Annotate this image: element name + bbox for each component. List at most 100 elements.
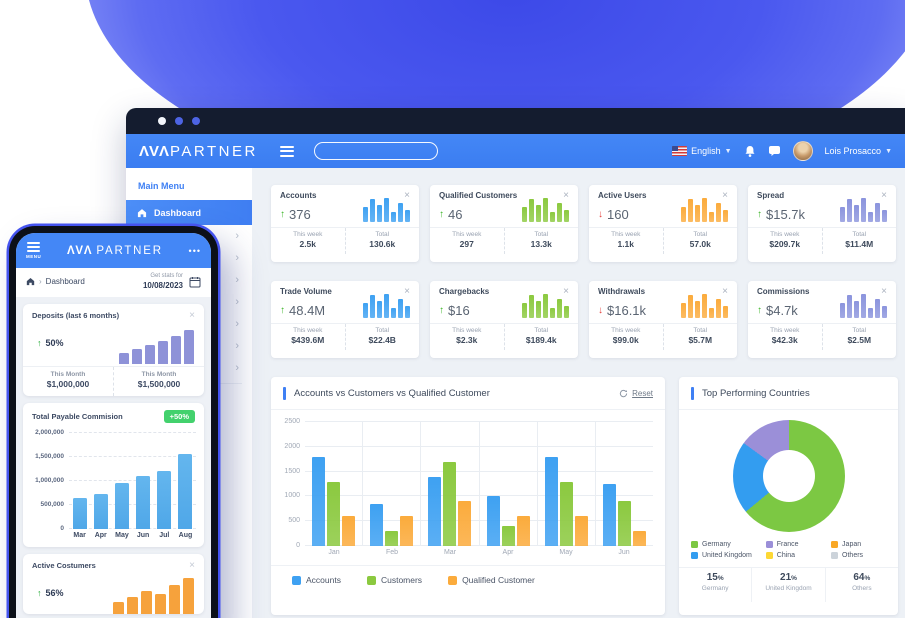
chat-icon[interactable] bbox=[768, 145, 781, 157]
sparkline-bar bbox=[113, 601, 124, 614]
search-input[interactable] bbox=[313, 142, 438, 160]
x-tick-label: Feb bbox=[385, 549, 399, 556]
phone-app-header: MENU ΛVΛ PARTNER ••• bbox=[16, 233, 211, 268]
total-value: $5.7M bbox=[688, 335, 713, 345]
chart-bar[interactable] bbox=[574, 516, 588, 546]
chart-bar[interactable] bbox=[516, 516, 530, 546]
window-control-dot[interactable] bbox=[175, 117, 183, 125]
chart-bar[interactable] bbox=[93, 493, 108, 529]
legend-item[interactable]: Customers bbox=[366, 575, 422, 585]
sidebar-item-collapsed[interactable]: › bbox=[235, 318, 239, 330]
legend-item[interactable]: Accounts bbox=[292, 575, 341, 585]
chart-bar[interactable] bbox=[443, 462, 457, 546]
notifications-bell-icon[interactable] bbox=[744, 145, 756, 158]
chart-bar[interactable] bbox=[632, 531, 646, 546]
x-tick-label: Jun bbox=[618, 549, 630, 556]
sparkline-bar bbox=[384, 294, 389, 318]
chart-bar[interactable] bbox=[136, 475, 151, 529]
language-selector[interactable]: English ▼ bbox=[672, 146, 732, 156]
sparkline-bar bbox=[377, 205, 382, 222]
chart-bar[interactable] bbox=[602, 484, 616, 546]
sparkline-bar bbox=[184, 329, 194, 364]
sidebar-item-collapsed[interactable]: › bbox=[235, 296, 239, 308]
chart-bar[interactable] bbox=[428, 477, 442, 546]
stat-card-title: Withdrawals bbox=[598, 287, 646, 296]
chart-bar[interactable] bbox=[385, 531, 399, 546]
x-tick-label: May bbox=[559, 549, 573, 556]
legend-item[interactable]: Japan bbox=[831, 541, 888, 548]
user-menu[interactable]: Lois Prosacco ▼ bbox=[825, 146, 892, 156]
sparkline-bar bbox=[377, 301, 382, 318]
close-icon[interactable]: × bbox=[881, 285, 887, 297]
close-icon[interactable]: × bbox=[404, 189, 410, 201]
chart-bar[interactable] bbox=[72, 497, 87, 529]
sparkline-bar bbox=[119, 352, 129, 364]
breadcrumb[interactable]: › Dashboard bbox=[26, 277, 85, 286]
calendar-icon[interactable] bbox=[189, 276, 201, 288]
stat-card-grid: Accounts × ↑ 376 This week 2.5k Total 13… bbox=[271, 185, 905, 358]
more-options-icon[interactable]: ••• bbox=[188, 245, 201, 256]
phone-menu-button[interactable]: MENU bbox=[26, 242, 41, 259]
chart-bar[interactable] bbox=[157, 470, 172, 529]
trend-up-arrow: ↑ bbox=[280, 209, 285, 220]
this-week-value: $42.3k bbox=[771, 335, 798, 345]
bar-chart-plot: 2500 2000 1500 1000 500 0 bbox=[279, 418, 653, 549]
chart-bar[interactable] bbox=[312, 457, 326, 546]
countries-card: Top Performing Countries Germany France Ja… bbox=[679, 377, 898, 615]
chart-bar[interactable] bbox=[400, 516, 414, 546]
this-week-value: $209.7k bbox=[769, 239, 801, 249]
chart-bar[interactable] bbox=[486, 496, 500, 546]
user-avatar[interactable] bbox=[792, 141, 813, 161]
chart-bar[interactable] bbox=[559, 482, 573, 546]
sparkline-bar bbox=[522, 207, 527, 222]
chart-bar[interactable] bbox=[370, 504, 384, 546]
close-icon[interactable]: × bbox=[189, 559, 195, 571]
legend-item[interactable]: Qualified Customer bbox=[448, 575, 535, 585]
sidebar-item-collapsed[interactable]: › bbox=[235, 274, 239, 286]
logo-mark: ΛVΛ bbox=[66, 244, 93, 257]
countries-stats: 15% Germany 21% United Kingdom 64% Others bbox=[679, 567, 898, 602]
close-icon[interactable]: × bbox=[722, 285, 728, 297]
accent-bar bbox=[691, 386, 694, 400]
close-icon[interactable]: × bbox=[563, 189, 569, 201]
window-control-dot[interactable] bbox=[158, 117, 166, 125]
window-control-dot[interactable] bbox=[192, 117, 200, 125]
chart-bar[interactable] bbox=[178, 453, 193, 529]
month-label: This Month bbox=[141, 370, 177, 378]
trend-up-arrow: ↑ bbox=[439, 209, 444, 220]
chart-bar[interactable] bbox=[342, 516, 356, 546]
legend-item[interactable]: France bbox=[765, 541, 829, 548]
chart-bar[interactable] bbox=[114, 482, 129, 529]
sparkline-bar bbox=[370, 295, 375, 318]
chart-bar[interactable] bbox=[617, 501, 631, 546]
sidebar-item-collapsed[interactable]: › bbox=[235, 230, 239, 242]
chart-bar[interactable] bbox=[458, 501, 472, 546]
close-icon[interactable]: × bbox=[563, 285, 569, 297]
legend-label: France bbox=[776, 541, 799, 548]
phone-logo: ΛVΛ PARTNER bbox=[67, 245, 163, 257]
close-icon[interactable]: × bbox=[189, 309, 195, 321]
sidebar-item-collapsed[interactable]: › bbox=[235, 252, 239, 264]
legend-item[interactable]: Germany bbox=[691, 541, 764, 548]
close-icon[interactable]: × bbox=[881, 189, 887, 201]
legend-item[interactable]: Others bbox=[831, 552, 888, 559]
reset-button[interactable]: Reset bbox=[619, 389, 653, 398]
sparkline-bar bbox=[847, 295, 852, 318]
menu-toggle-icon[interactable] bbox=[279, 145, 294, 157]
active-customers-card: Active Costumers × ↑ 56% bbox=[23, 553, 204, 614]
sidebar-item-dashboard[interactable]: Dashboard bbox=[126, 200, 252, 225]
chart-bar[interactable] bbox=[544, 457, 558, 546]
chart-bar[interactable] bbox=[501, 526, 515, 546]
y-axis-labels: 2,000,000 1,500,000 1,000,000 500,000 0 bbox=[27, 429, 69, 532]
legend-item[interactable]: China bbox=[765, 552, 829, 559]
sparkline-bar bbox=[564, 210, 569, 222]
close-icon[interactable]: × bbox=[722, 189, 728, 201]
charts-row: Accounts vs Customers vs Qualified Custo… bbox=[271, 377, 905, 615]
stat-card-title: Active Users bbox=[598, 191, 647, 200]
chart-bar[interactable] bbox=[327, 482, 341, 546]
close-icon[interactable]: × bbox=[404, 285, 410, 297]
sidebar-item-collapsed[interactable]: › bbox=[235, 362, 239, 374]
sidebar-item-collapsed[interactable]: › bbox=[235, 340, 239, 352]
legend-item[interactable]: United Kingdom bbox=[691, 552, 764, 559]
x-tick-label: Mar bbox=[443, 549, 457, 556]
